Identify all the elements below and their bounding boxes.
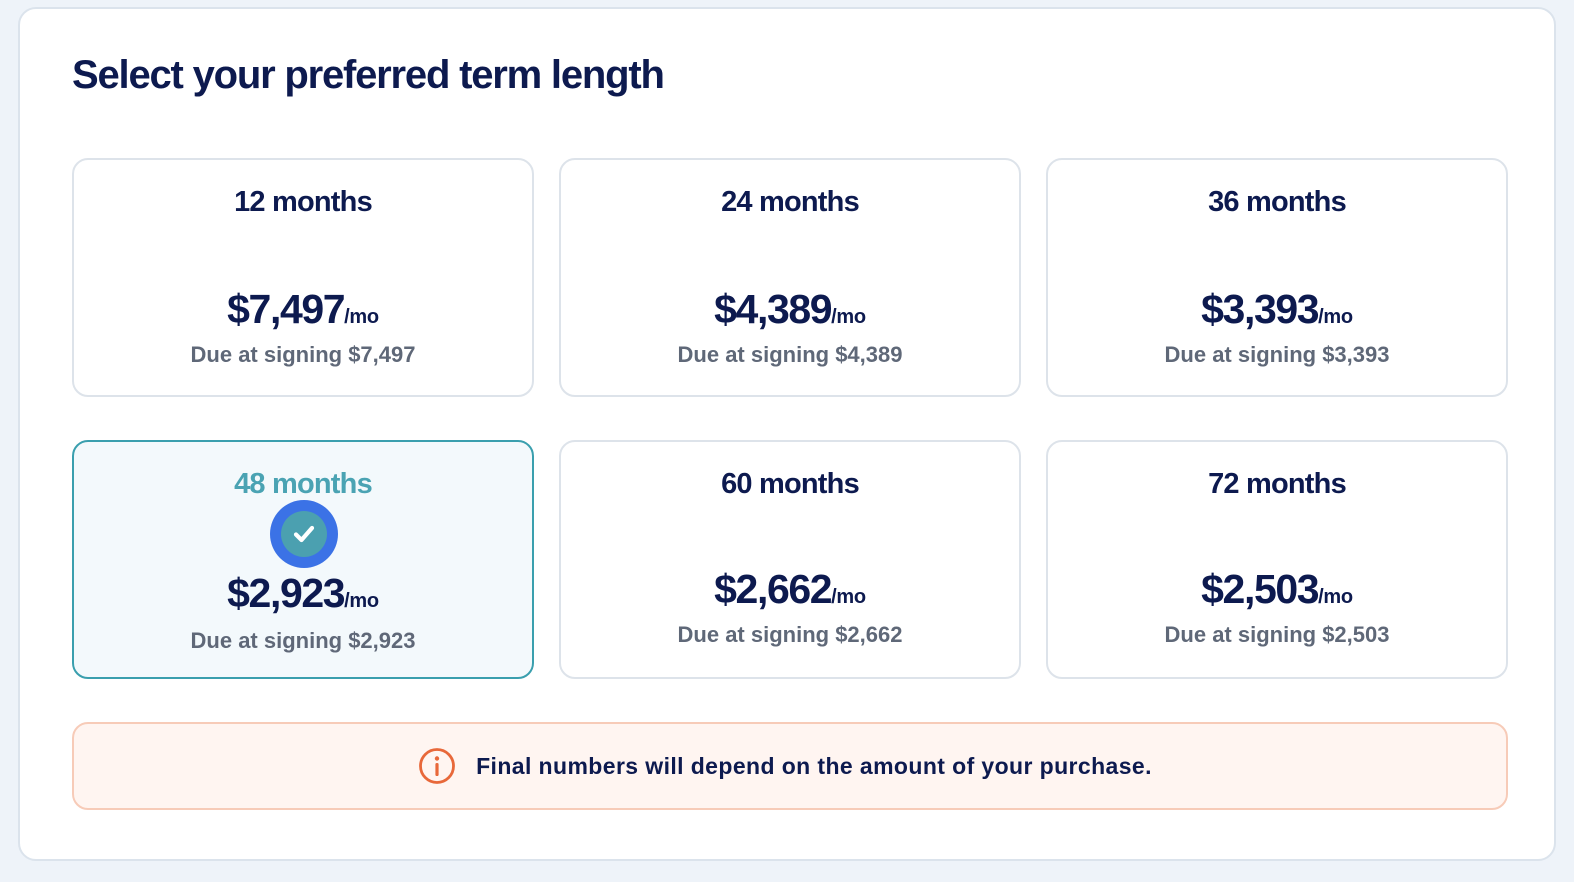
term-label: 36 months bbox=[1208, 186, 1347, 218]
per-month-suffix: /mo bbox=[831, 586, 866, 608]
term-options-grid: 12 months $7,497/mo Due at signing $7,49… bbox=[72, 158, 1508, 679]
price-line: $3,393/mo bbox=[1048, 286, 1506, 333]
term-option-60-months[interactable]: 60 months $2,662/mo Due at signing $2,66… bbox=[559, 440, 1021, 679]
monthly-price: $2,923 bbox=[227, 570, 345, 616]
per-month-suffix: /mo bbox=[344, 590, 379, 612]
per-month-suffix: /mo bbox=[344, 306, 379, 328]
due-at-signing: Due at signing $7,497 bbox=[190, 342, 416, 367]
monthly-price: $4,389 bbox=[714, 286, 832, 332]
monthly-price: $7,497 bbox=[227, 286, 345, 332]
term-label: 24 months bbox=[721, 186, 860, 218]
monthly-price: $2,503 bbox=[1201, 566, 1319, 612]
info-icon bbox=[418, 747, 456, 785]
due-at-signing: Due at signing $2,923 bbox=[190, 628, 416, 653]
due-at-signing: Due at signing $3,393 bbox=[1164, 342, 1390, 367]
term-length-panel: Select your preferred term length 12 mon… bbox=[18, 7, 1556, 861]
term-option-72-months[interactable]: 72 months $2,503/mo Due at signing $2,50… bbox=[1046, 440, 1508, 679]
term-label: 12 months bbox=[234, 186, 373, 218]
price-line: $2,503/mo bbox=[1048, 566, 1506, 613]
term-option-12-months[interactable]: 12 months $7,497/mo Due at signing $7,49… bbox=[72, 158, 534, 397]
disclaimer-text: Final numbers will depend on the amount … bbox=[476, 752, 1152, 779]
due-at-signing: Due at signing $4,389 bbox=[677, 342, 903, 367]
price-line: $2,662/mo bbox=[561, 566, 1019, 613]
term-label: 60 months bbox=[721, 468, 860, 500]
disclaimer-notice: Final numbers will depend on the amount … bbox=[72, 722, 1508, 810]
monthly-price: $3,393 bbox=[1201, 286, 1319, 332]
price-line: $4,389/mo bbox=[561, 286, 1019, 333]
term-option-36-months[interactable]: 36 months $3,393/mo Due at signing $3,39… bbox=[1046, 158, 1508, 397]
due-at-signing: Due at signing $2,662 bbox=[677, 622, 903, 647]
selected-check-icon bbox=[270, 500, 338, 568]
per-month-suffix: /mo bbox=[1318, 586, 1353, 608]
page-title: Select your preferred term length bbox=[72, 53, 665, 97]
term-option-24-months[interactable]: 24 months $4,389/mo Due at signing $4,38… bbox=[559, 158, 1021, 397]
due-at-signing: Due at signing $2,503 bbox=[1164, 622, 1390, 647]
term-label: 72 months bbox=[1208, 468, 1347, 500]
term-option-48-months[interactable]: 48 months $2,923/mo Due at signing $2,92… bbox=[72, 440, 534, 679]
per-month-suffix: /mo bbox=[831, 306, 866, 328]
term-label: 48 months bbox=[234, 468, 373, 500]
per-month-suffix: /mo bbox=[1318, 306, 1353, 328]
price-line: $2,923/mo bbox=[74, 570, 532, 617]
price-line: $7,497/mo bbox=[74, 286, 532, 333]
monthly-price: $2,662 bbox=[714, 566, 832, 612]
